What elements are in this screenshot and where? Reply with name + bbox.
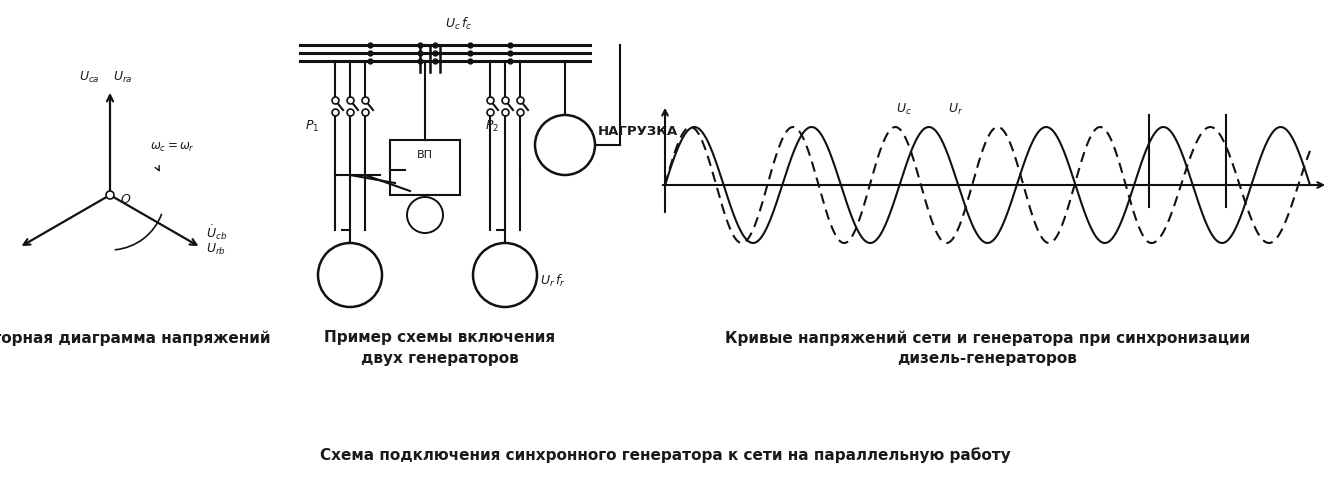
Text: $\omega_c = \omega_r$: $\omega_c = \omega_r$ <box>150 141 194 154</box>
Circle shape <box>407 197 443 233</box>
Text: П: П <box>558 136 572 154</box>
Circle shape <box>535 115 595 175</box>
Text: $\Gamma_2$: $\Gamma_2$ <box>496 265 514 285</box>
Text: НАГРУЗКА: НАГРУЗКА <box>598 125 679 138</box>
Text: Векторная диаграмма напряжений: Векторная диаграмма напряжений <box>0 330 270 345</box>
Text: $U_c\, f_c$: $U_c\, f_c$ <box>445 16 473 32</box>
Text: $U_{ra}$: $U_{ra}$ <box>113 70 133 85</box>
Text: $U_c$: $U_c$ <box>896 102 912 117</box>
Circle shape <box>473 243 536 307</box>
Text: Пример схемы включения
двух генераторов: Пример схемы включения двух генераторов <box>325 330 555 366</box>
Text: $O$: $O$ <box>120 193 132 206</box>
Text: $\Gamma_1$: $\Gamma_1$ <box>341 265 359 285</box>
Text: $U_{rb}$: $U_{rb}$ <box>206 242 226 256</box>
Text: ВП: ВП <box>417 150 433 160</box>
Text: $U_{ca}$: $U_{ca}$ <box>80 70 100 85</box>
Text: $U_r$: $U_r$ <box>948 102 962 117</box>
Bar <box>390 140 461 195</box>
Text: $U_r\, f_r$: $U_r\, f_r$ <box>540 273 566 289</box>
Text: Схема подключения синхронного генератора к сети на параллельную работу: Схема подключения синхронного генератора… <box>319 447 1010 463</box>
Text: $V$: $V$ <box>418 207 431 223</box>
Circle shape <box>106 191 114 199</box>
Circle shape <box>318 243 382 307</box>
Text: Кривые напряжений сети и генератора при синхронизации
дизель-генераторов: Кривые напряжений сети и генератора при … <box>725 330 1250 366</box>
Text: $P_1$: $P_1$ <box>305 119 319 134</box>
Text: $P_2$: $P_2$ <box>484 119 499 134</box>
Text: $\dot{U}_{cb}$: $\dot{U}_{cb}$ <box>206 223 228 242</box>
